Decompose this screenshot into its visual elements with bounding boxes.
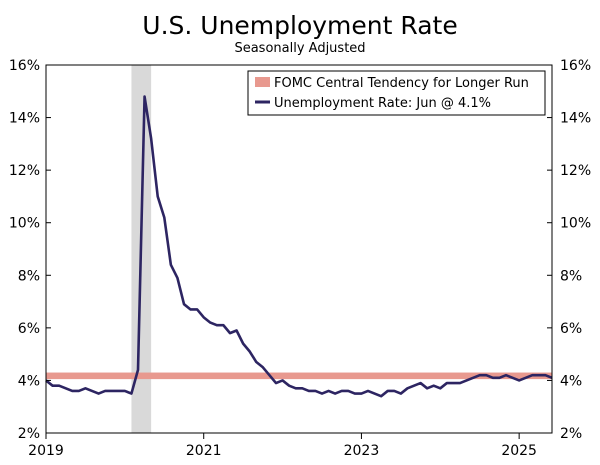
x-tick-label: 2019 xyxy=(28,443,64,459)
y-tick-label-right: 12% xyxy=(560,163,591,179)
series-line-unemployment-rate xyxy=(45,95,553,398)
y-tick-label-right: 14% xyxy=(560,111,591,127)
y-tick-label-left: 8% xyxy=(18,268,40,284)
y-tick-label-right: 10% xyxy=(560,216,591,232)
x-tick-label: 2023 xyxy=(344,443,380,459)
y-tick-label-left: 4% xyxy=(18,373,40,389)
chart-subtitle: Seasonally Adjusted xyxy=(234,41,365,56)
fomc-longer-run-band xyxy=(46,372,552,380)
legend-swatch-fomc-band xyxy=(255,77,270,87)
x-tick-label: 2021 xyxy=(186,443,222,459)
legend-label-unemployment-line: Unemployment Rate: Jun @ 4.1% xyxy=(274,96,491,111)
y-tick-label-right: 2% xyxy=(560,426,582,442)
plot-frame xyxy=(45,64,553,434)
y-tick-label-left: 10% xyxy=(9,216,40,232)
chart-title: U.S. Unemployment Rate xyxy=(142,11,457,40)
legend-box xyxy=(247,70,546,116)
x-tick-label: 2025 xyxy=(501,443,537,459)
y-tick-label-right: 4% xyxy=(560,373,582,389)
y-tick-label-left: 12% xyxy=(9,163,40,179)
legend-label-fomc-band: FOMC Central Tendency for Longer Run xyxy=(274,76,529,91)
y-tick-label-left: 2% xyxy=(18,426,40,442)
y-tick-label-right: 6% xyxy=(560,321,582,337)
y-tick-label-left: 16% xyxy=(9,58,40,74)
y-tick-label-right: 16% xyxy=(560,58,591,74)
y-tick-label-left: 14% xyxy=(9,111,40,127)
y-tick-label-left: 6% xyxy=(18,321,40,337)
y-tick-label-right: 8% xyxy=(560,268,582,284)
legend: FOMC Central Tendency for Longer Run Une… xyxy=(247,70,546,116)
